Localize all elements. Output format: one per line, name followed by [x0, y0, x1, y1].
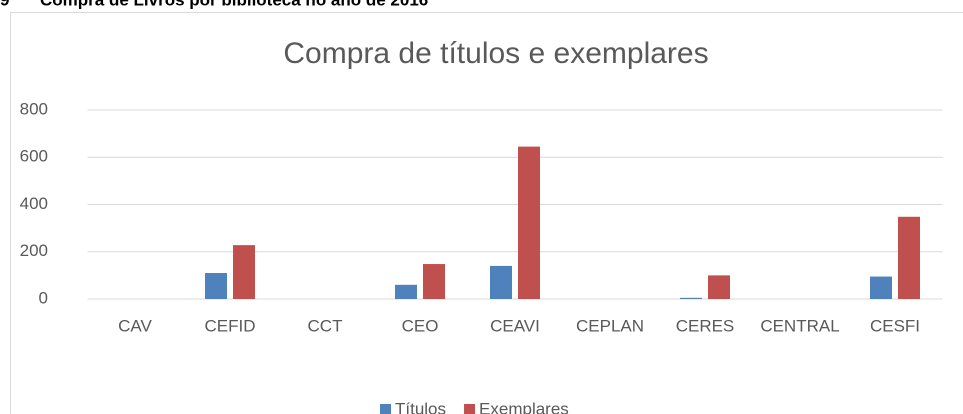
bar	[490, 265, 512, 299]
heading-number: 9	[0, 0, 9, 9]
y-tick-label: 400	[20, 194, 48, 213]
y-tick-label: 600	[20, 147, 48, 166]
x-tick-label: CENTRAL	[760, 316, 839, 335]
bar	[423, 264, 445, 299]
x-tick-label: CEPLAN	[576, 316, 644, 335]
legend-label: Exemplares	[479, 399, 569, 414]
bar	[518, 146, 540, 299]
heading-text: Compra de Livros por biblioteca no ano d…	[40, 0, 428, 9]
x-tick-label: CERES	[676, 316, 735, 335]
x-tick-label: CCT	[308, 316, 343, 335]
bar	[205, 273, 227, 299]
bar	[680, 297, 702, 299]
y-tick-label: 200	[20, 241, 48, 260]
y-tick-label: 800	[20, 99, 48, 118]
bar	[870, 276, 892, 299]
bar	[233, 245, 255, 299]
x-tick-label: CEAVI	[490, 316, 540, 335]
x-tick-label: CAV	[118, 316, 152, 335]
x-tick-label: CEFID	[205, 316, 256, 335]
chart-border	[10, 12, 963, 414]
y-tick-label: 0	[39, 288, 48, 307]
bar	[708, 275, 730, 299]
legend-swatch	[380, 404, 391, 414]
legend-swatch	[464, 404, 476, 414]
x-tick-label: CEO	[402, 316, 439, 335]
chart-title: Compra de títulos e exemplares	[283, 37, 708, 70]
legend-label: Títulos	[395, 399, 446, 414]
x-tick-label: CESFI	[870, 316, 920, 335]
bar	[395, 284, 417, 299]
bar	[898, 216, 920, 299]
